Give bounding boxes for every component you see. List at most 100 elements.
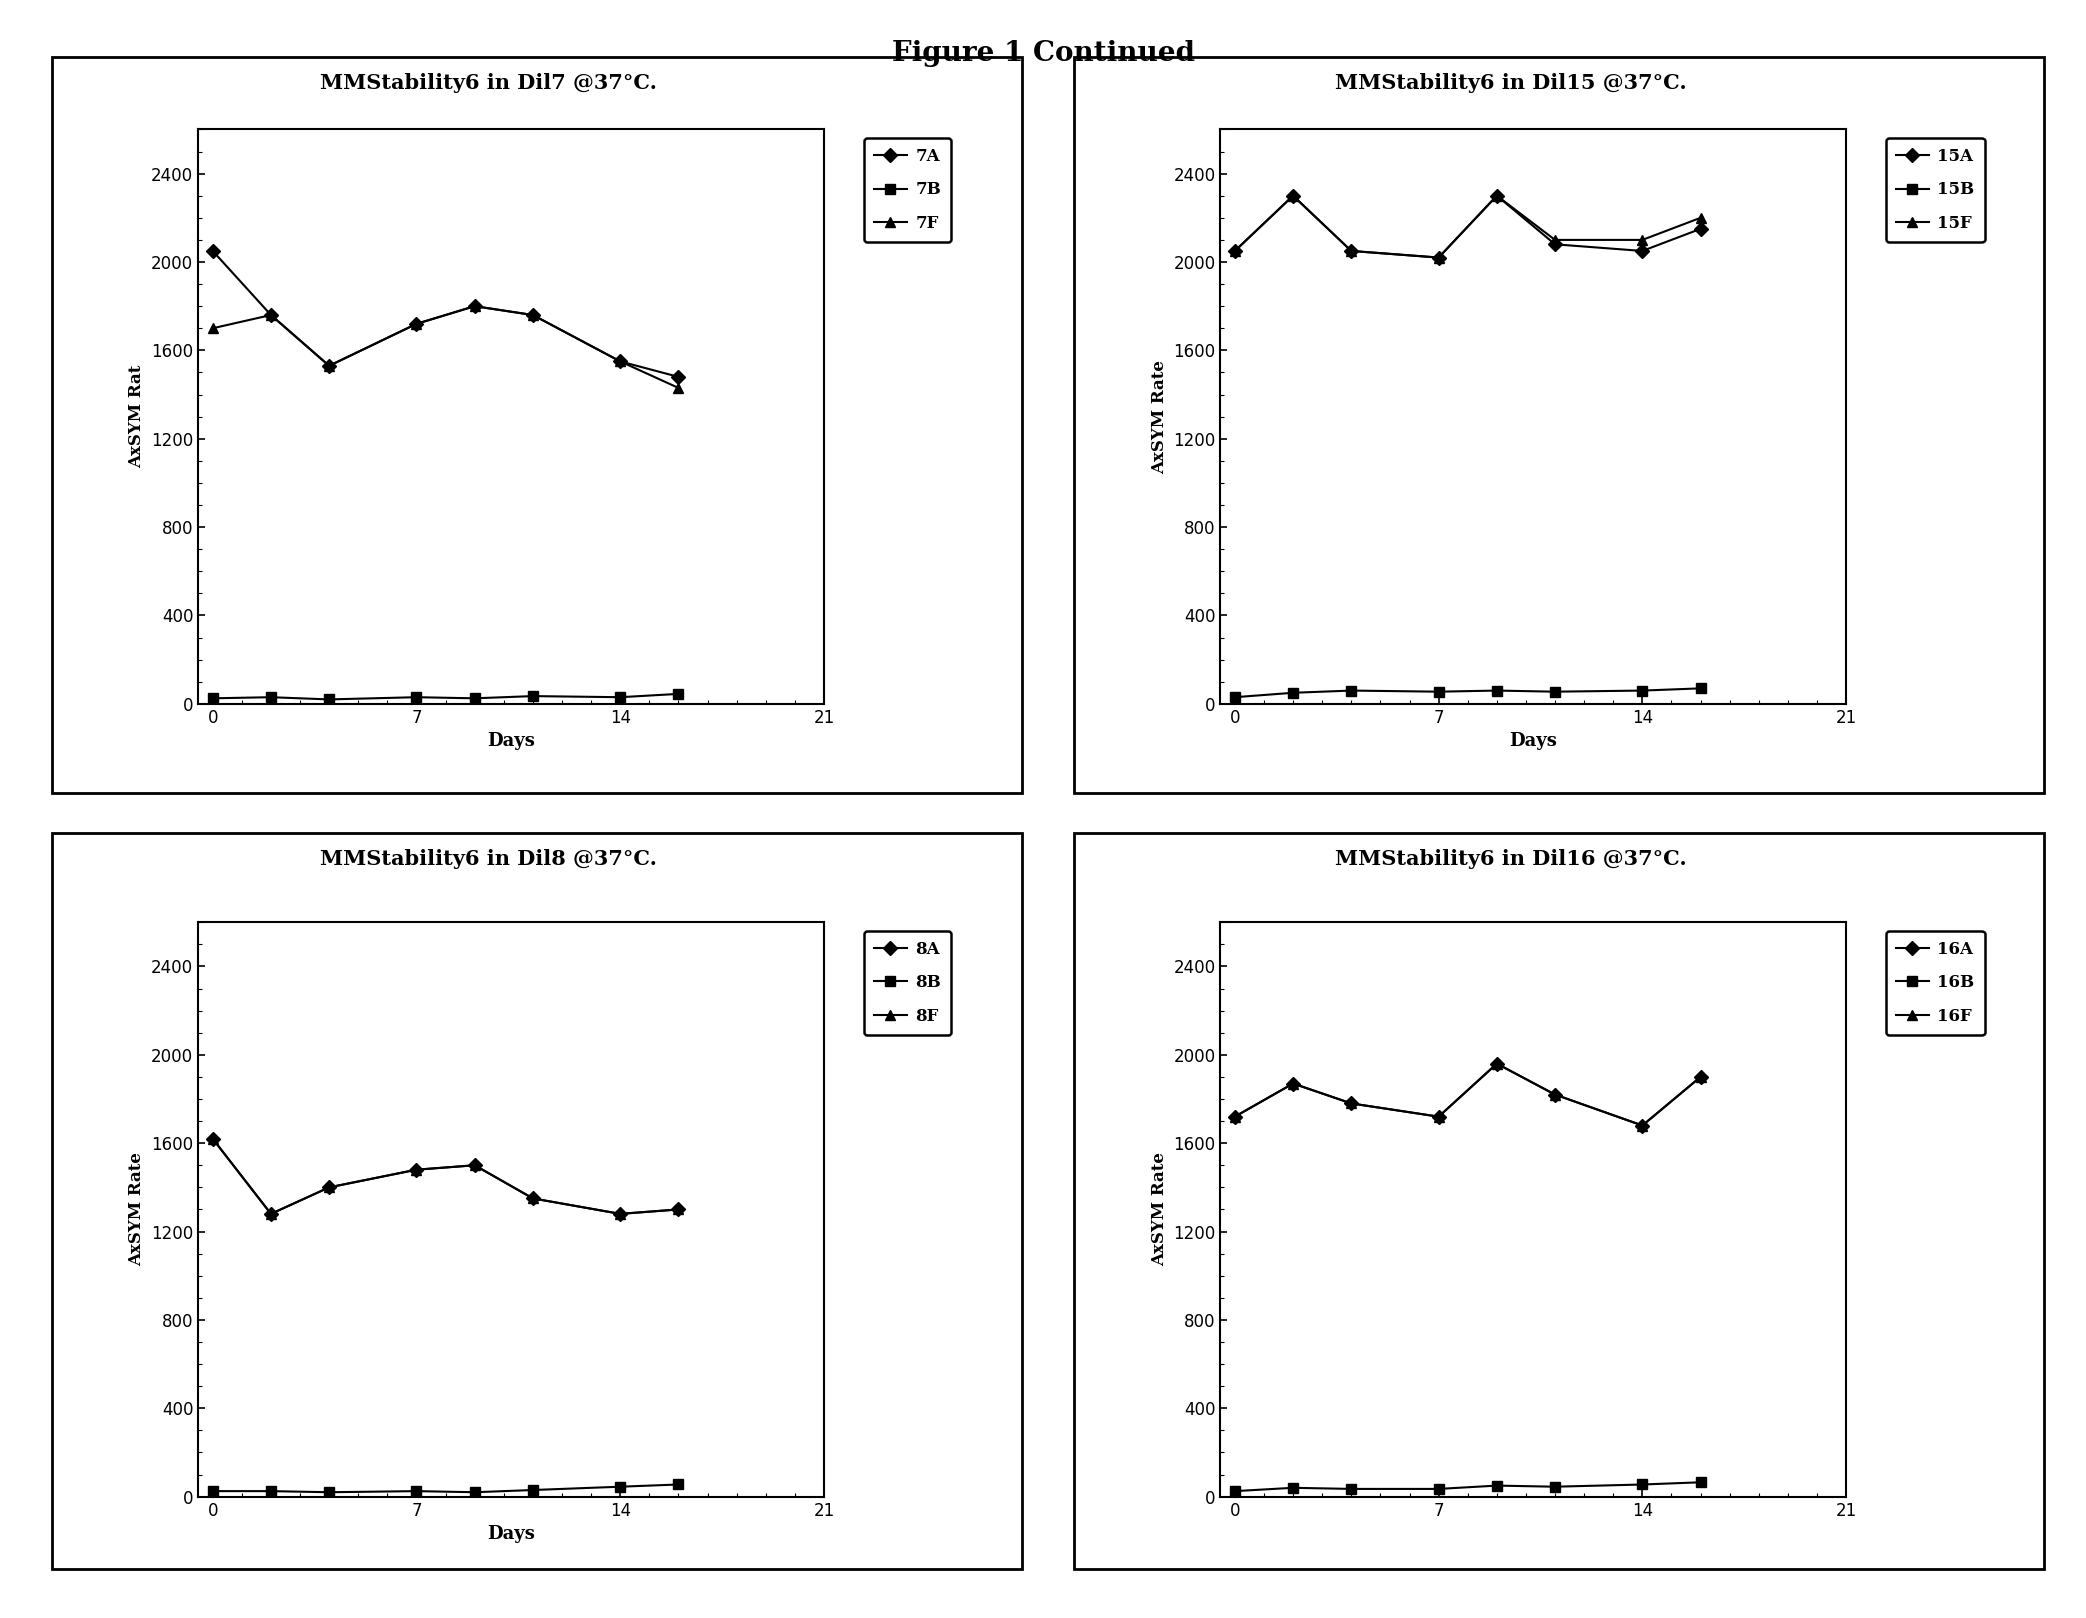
15F: [1485, 186, 1510, 205]
15F: [1542, 230, 1567, 249]
7B: [463, 689, 488, 709]
8F: [259, 1204, 284, 1223]
Line: 8B: 8B: [209, 1479, 684, 1497]
8B: [607, 1477, 632, 1497]
16F: [1688, 1068, 1713, 1087]
Line: 15A: 15A: [1231, 191, 1706, 262]
Text: MMStability6 in Dil7 @37°C.: MMStability6 in Dil7 @37°C.: [319, 73, 657, 92]
7F: [665, 379, 690, 398]
7B: [259, 688, 284, 707]
16A: [1688, 1068, 1713, 1087]
8A: [607, 1204, 632, 1223]
16B: [1222, 1482, 1247, 1502]
X-axis label: Days: Days: [1510, 733, 1556, 751]
16B: [1339, 1479, 1364, 1498]
8B: [317, 1482, 342, 1502]
16B: [1688, 1472, 1713, 1492]
16F: [1629, 1116, 1654, 1136]
16A: [1485, 1053, 1510, 1073]
Line: 7B: 7B: [209, 689, 684, 704]
8A: [519, 1189, 544, 1209]
8A: [463, 1155, 488, 1175]
8B: [665, 1474, 690, 1493]
7B: [405, 688, 430, 707]
Line: 16B: 16B: [1231, 1477, 1706, 1497]
Y-axis label: AxSYM Rate: AxSYM Rate: [1151, 359, 1168, 474]
16F: [1281, 1074, 1306, 1094]
16A: [1427, 1107, 1452, 1126]
15B: [1222, 688, 1247, 707]
7F: [200, 319, 225, 338]
16A: [1222, 1107, 1247, 1126]
16F: [1339, 1094, 1364, 1113]
15F: [1688, 209, 1713, 228]
8A: [405, 1160, 430, 1180]
15F: [1222, 241, 1247, 260]
8A: [259, 1204, 284, 1223]
16A: [1281, 1074, 1306, 1094]
7B: [317, 689, 342, 709]
8B: [405, 1482, 430, 1502]
Line: 8F: 8F: [209, 1134, 684, 1218]
7B: [607, 688, 632, 707]
15A: [1688, 218, 1713, 238]
Line: 16F: 16F: [1231, 1058, 1706, 1131]
16B: [1281, 1479, 1306, 1498]
8F: [665, 1201, 690, 1220]
15F: [1339, 241, 1364, 260]
7A: [259, 306, 284, 325]
Text: Figure 1 Continued: Figure 1 Continued: [891, 40, 1195, 68]
15A: [1222, 241, 1247, 260]
8B: [259, 1482, 284, 1502]
Line: 15F: 15F: [1231, 191, 1706, 262]
16B: [1485, 1476, 1510, 1495]
Text: MMStability6 in Dil15 @37°C.: MMStability6 in Dil15 @37°C.: [1335, 73, 1688, 92]
15A: [1629, 241, 1654, 260]
Legend: 7A, 7B, 7F: 7A, 7B, 7F: [864, 138, 951, 243]
Line: 8A: 8A: [209, 1134, 684, 1218]
Line: 7F: 7F: [209, 301, 684, 393]
Legend: 8A, 8B, 8F: 8A, 8B, 8F: [864, 930, 951, 1036]
X-axis label: Days: Days: [488, 733, 534, 751]
7A: [607, 351, 632, 371]
15A: [1339, 241, 1364, 260]
X-axis label: Days: Days: [488, 1526, 534, 1544]
16F: [1485, 1053, 1510, 1073]
8F: [405, 1160, 430, 1180]
7B: [200, 689, 225, 709]
8F: [317, 1178, 342, 1197]
15A: [1542, 235, 1567, 254]
7A: [665, 367, 690, 387]
8A: [200, 1129, 225, 1149]
Y-axis label: AxSYM Rate: AxSYM Rate: [129, 1152, 146, 1267]
16A: [1542, 1086, 1567, 1105]
7F: [463, 296, 488, 316]
15B: [1281, 683, 1306, 702]
15B: [1485, 681, 1510, 701]
8A: [317, 1178, 342, 1197]
7F: [607, 351, 632, 371]
15B: [1688, 678, 1713, 697]
Text: MMStability6 in Dil16 @37°C.: MMStability6 in Dil16 @37°C.: [1335, 849, 1688, 869]
15A: [1281, 186, 1306, 205]
Y-axis label: AxSYM Rat: AxSYM Rat: [129, 366, 146, 468]
8F: [463, 1155, 488, 1175]
15B: [1629, 681, 1654, 701]
15B: [1542, 681, 1567, 701]
8B: [200, 1482, 225, 1502]
7A: [463, 296, 488, 316]
16B: [1427, 1479, 1452, 1498]
8B: [519, 1480, 544, 1500]
8B: [463, 1482, 488, 1502]
16A: [1629, 1116, 1654, 1136]
7A: [519, 306, 544, 325]
Text: MMStability6 in Dil8 @37°C.: MMStability6 in Dil8 @37°C.: [319, 849, 657, 869]
8F: [607, 1204, 632, 1223]
8F: [519, 1189, 544, 1209]
8F: [200, 1129, 225, 1149]
8A: [665, 1201, 690, 1220]
7B: [519, 686, 544, 705]
Legend: 15A, 15B, 15F: 15A, 15B, 15F: [1886, 138, 1984, 243]
15F: [1281, 186, 1306, 205]
15A: [1485, 186, 1510, 205]
